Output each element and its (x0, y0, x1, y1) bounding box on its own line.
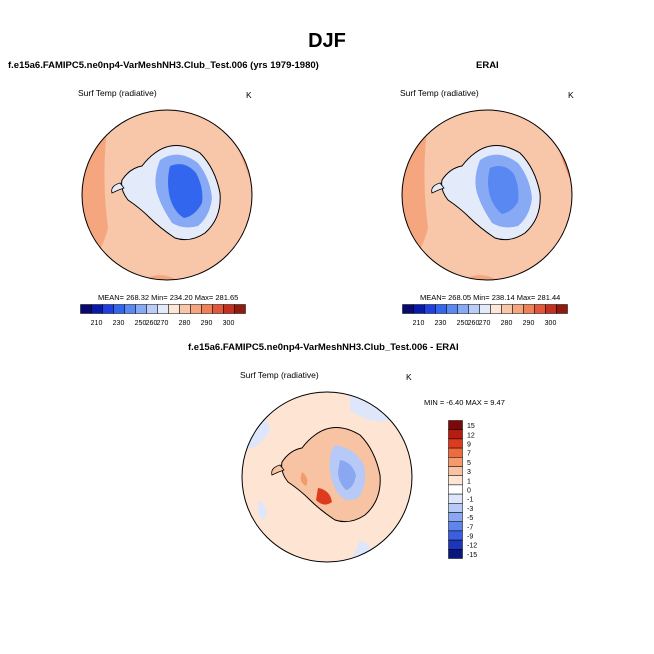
colorbar-swatch (102, 304, 114, 314)
colorbar-swatch (523, 304, 535, 314)
colorbar-tick-label: 300 (545, 320, 557, 327)
panel-2-units: K (568, 90, 574, 100)
colorbar-tick-label: 300 (223, 320, 235, 327)
panel-3-stats: MIN = -6.40 MAX = 9.47 (424, 398, 505, 407)
colorbar-tick-label: -1 (467, 497, 473, 504)
colorbar-tick-label: 7 (467, 451, 471, 458)
colorbar-swatch (448, 484, 463, 495)
colorbar-swatch (448, 539, 463, 550)
colorbar-swatch (448, 438, 463, 449)
panel-2-map (401, 109, 573, 281)
panel-2-title: ERAI (476, 60, 499, 71)
colorbar-tick-label: 260 (146, 320, 158, 327)
colorbar-swatch (448, 420, 463, 430)
panel-1-colorbar: 210 230 250 260 270 280 290 300 (80, 304, 246, 327)
panel-3-title: f.e15a6.FAMIPC5.ne0np4-VarMeshNH3.Club_T… (188, 342, 459, 353)
colorbar-swatch (448, 447, 463, 458)
panel-1-title: f.e15a6.FAMIPC5.ne0np4-VarMeshNH3.Club_T… (8, 60, 319, 71)
colorbar-tick-label: 280 (501, 320, 513, 327)
colorbar-swatch (448, 512, 463, 522)
colorbar-tick-label: 5 (467, 460, 471, 467)
colorbar-swatch (457, 304, 469, 314)
colorbar-swatch (80, 304, 92, 314)
colorbar-swatch (168, 304, 180, 314)
colorbar-tick-label: 230 (435, 320, 447, 327)
colorbar-swatch (424, 304, 436, 314)
colorbar-tick-label: 210 (413, 320, 425, 327)
colorbar-swatch (448, 493, 463, 504)
panel-2-stats: MEAN= 268.05 Min= 238.14 Max= 281.44 (420, 293, 561, 302)
page-title: DJF (308, 30, 346, 52)
colorbar-swatch (413, 304, 425, 314)
colorbar-swatch (448, 530, 463, 541)
colorbar-swatch (124, 304, 136, 314)
colorbar-swatch (435, 304, 447, 314)
colorbar-swatch (501, 304, 513, 314)
panel-3-units: K (406, 372, 412, 382)
panel-1-units: K (246, 90, 252, 100)
colorbar-swatch (223, 304, 235, 314)
colorbar-swatch (446, 304, 458, 314)
colorbar-tick-label: 250 (135, 320, 147, 327)
colorbar-swatch (402, 304, 414, 314)
panel-1-stats: MEAN= 268.32 Min= 234.20 Max= 281.65 (98, 293, 239, 302)
colorbar-swatch (468, 304, 480, 314)
colorbar-tick-label: 230 (113, 320, 125, 327)
colorbar-tick-label: 280 (179, 320, 191, 327)
colorbar-swatch (448, 466, 463, 476)
colorbar-tick-label: 290 (201, 320, 213, 327)
colorbar-tick-label: 270 (157, 320, 169, 327)
colorbar-swatch (146, 304, 158, 314)
colorbar-tick-label: 15 (467, 423, 475, 430)
colorbar-swatch (212, 304, 224, 314)
colorbar-tick-label: -7 (467, 524, 473, 531)
panel-1-map (81, 109, 253, 281)
colorbar-tick-label: 250 (457, 320, 469, 327)
colorbar-tick-label: 3 (467, 469, 471, 476)
panel-3-map (241, 391, 413, 563)
colorbar-tick-label: -12 (467, 543, 477, 550)
colorbar-swatch (448, 475, 463, 486)
colorbar-tick-label: 1 (467, 478, 471, 485)
colorbar-swatch (113, 304, 125, 314)
colorbar-swatch (157, 304, 169, 314)
colorbar-tick-label: 12 (467, 432, 475, 439)
colorbar-swatch (190, 304, 202, 314)
panel-2-variable: Surf Temp (radiative) (400, 88, 479, 98)
colorbar-swatch (556, 304, 568, 314)
colorbar-tick-label: 270 (479, 320, 491, 327)
colorbar-tick-label: -5 (467, 515, 473, 522)
colorbar-tick-label: 0 (467, 488, 471, 495)
colorbar-swatch (91, 304, 103, 314)
panel-3-colorbar: 15 12 9 7 5 3 1 0 -1 -3 -5 -7 -9 -12 -15 (448, 420, 477, 559)
colorbar-swatch (201, 304, 213, 314)
colorbar-tick-label: -3 (467, 506, 473, 513)
colorbar-swatch (448, 457, 463, 467)
colorbar-swatch (512, 304, 524, 314)
colorbar-swatch (234, 304, 246, 314)
colorbar-swatch (479, 304, 491, 314)
colorbar-swatch (179, 304, 191, 314)
panel-1-variable: Surf Temp (radiative) (78, 88, 157, 98)
colorbar-swatch (534, 304, 546, 314)
colorbar-tick-label: 290 (523, 320, 535, 327)
colorbar-swatch (448, 521, 463, 532)
colorbar-tick-label: 210 (91, 320, 103, 327)
colorbar-swatch (448, 429, 463, 440)
colorbar-tick-label: 260 (468, 320, 480, 327)
colorbar-swatch (490, 304, 502, 314)
colorbar-swatch (448, 549, 463, 559)
panel-2-colorbar: 210 230 250 260 270 280 290 300 (402, 304, 568, 327)
colorbar-swatch (135, 304, 147, 314)
colorbar-tick-label: 9 (467, 442, 471, 449)
colorbar-swatch (545, 304, 557, 314)
colorbar-swatch (448, 503, 463, 513)
colorbar-tick-label: -15 (467, 552, 477, 559)
colorbar-tick-label: -9 (467, 534, 473, 541)
panel-3-variable: Surf Temp (radiative) (240, 370, 319, 380)
